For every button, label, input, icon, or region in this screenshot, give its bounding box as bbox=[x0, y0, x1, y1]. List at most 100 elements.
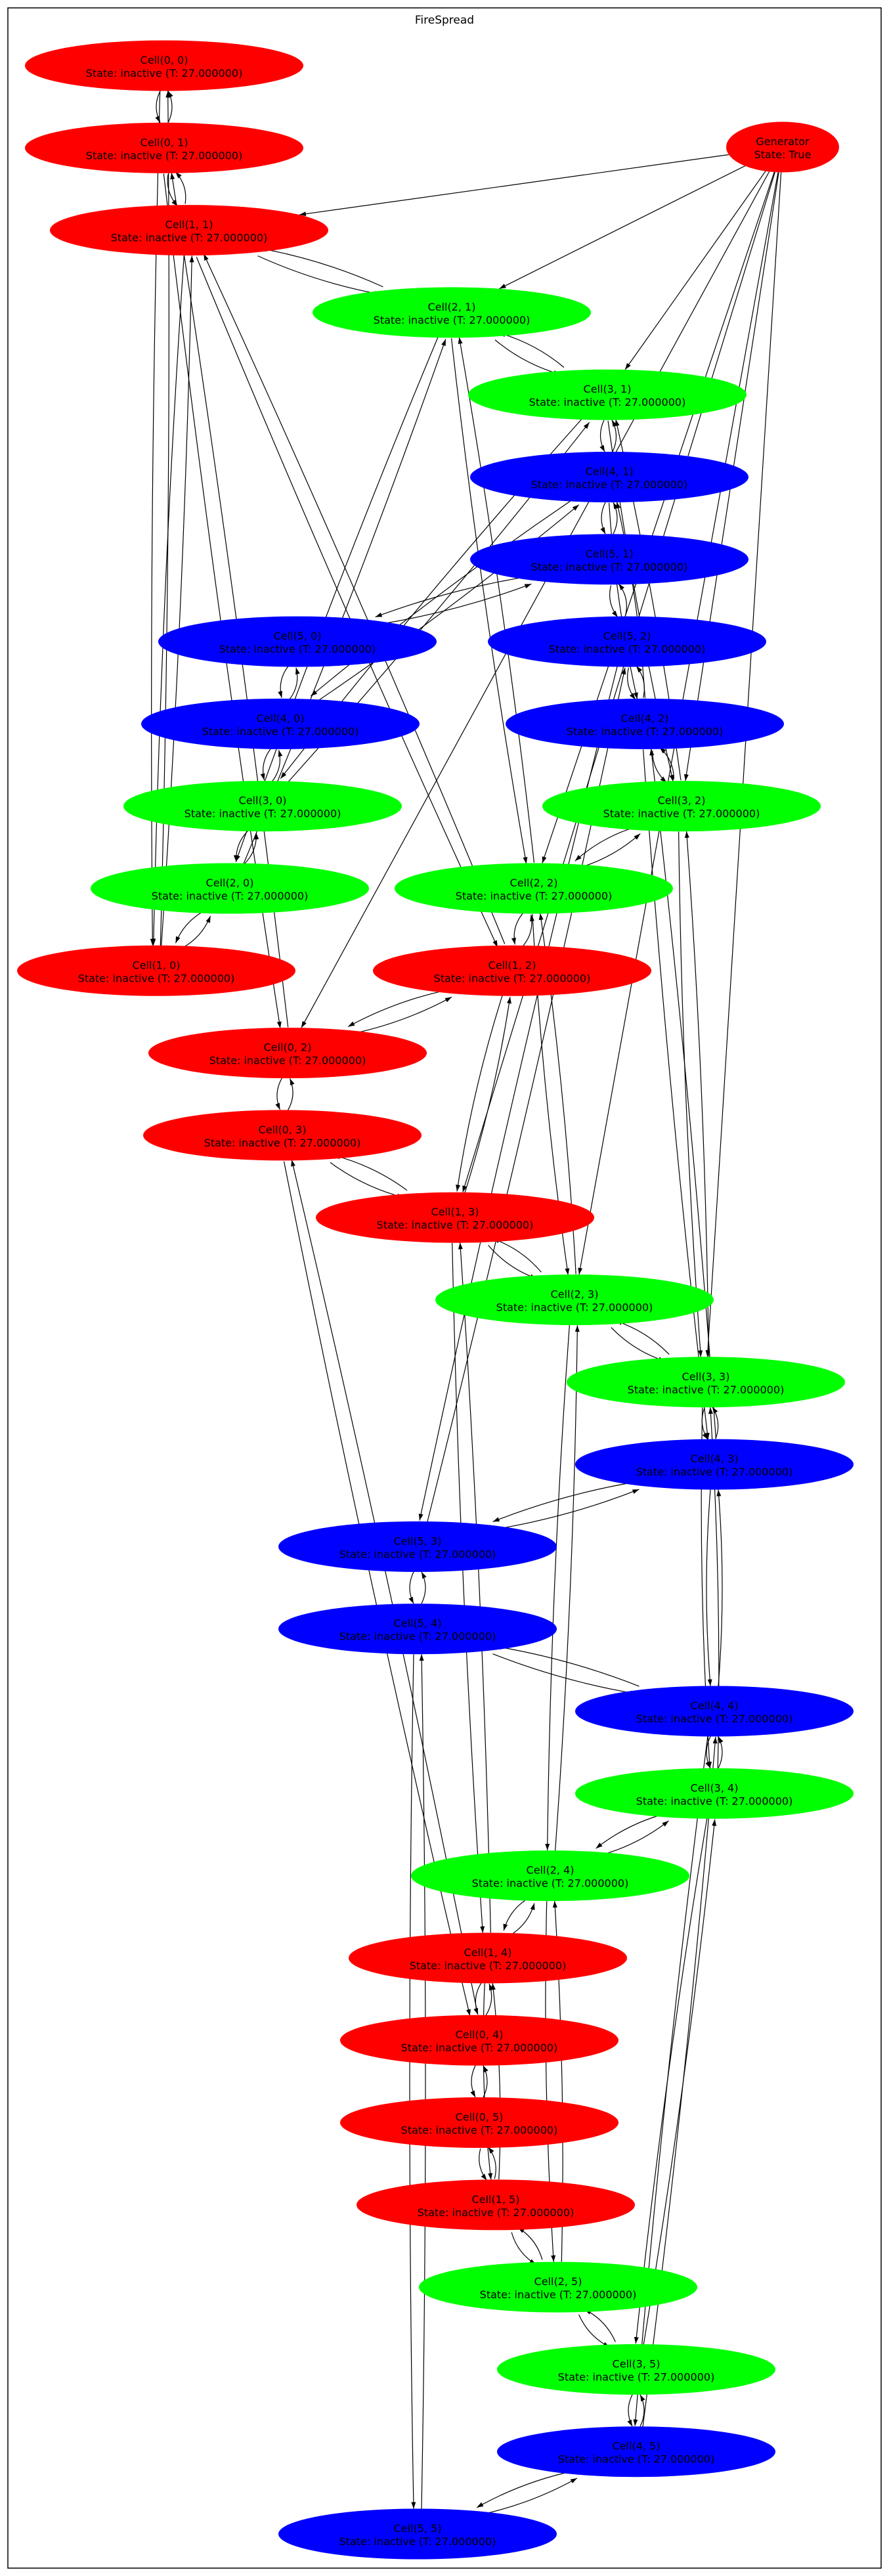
node-cell-5-4[interactable]: Cell(5, 4)State: inactive (T: 27.000000) bbox=[278, 1604, 557, 1655]
node-cell-3-3[interactable]: Cell(3, 3)State: inactive (T: 27.000000) bbox=[567, 1357, 845, 1408]
node-cell-1-0[interactable]: Cell(1, 0)State: inactive (T: 27.000000) bbox=[17, 945, 295, 996]
node-ellipse bbox=[575, 1686, 854, 1737]
node-cell-2-0[interactable]: Cell(2, 0)State: inactive (T: 27.000000) bbox=[91, 863, 369, 914]
node-cell-1-4[interactable]: Cell(1, 4)State: inactive (T: 27.000000) bbox=[349, 1932, 627, 1984]
node-label: Cell(0, 1) bbox=[141, 136, 188, 148]
node-ellipse bbox=[575, 1439, 854, 1490]
edge-c21-to-c22 bbox=[450, 338, 528, 864]
node-label: Cell(3, 3) bbox=[682, 1370, 730, 1383]
node-cell-4-2[interactable]: Cell(4, 2)State: inactive (T: 27.000000) bbox=[506, 698, 784, 749]
node-label: Cell(1, 4) bbox=[464, 1946, 512, 1959]
node-state: State: inactive (T: 27.000000) bbox=[636, 1713, 793, 1725]
edge-c42-to-c32 bbox=[652, 751, 667, 783]
node-ellipse bbox=[141, 698, 420, 749]
node-cell-3-0[interactable]: Cell(3, 0)State: inactive (T: 27.000000) bbox=[123, 781, 402, 832]
node-cell-0-3[interactable]: Cell(0, 3)State: inactive (T: 27.000000) bbox=[143, 1110, 422, 1161]
node-cell-4-0[interactable]: Cell(4, 0)State: inactive (T: 27.000000) bbox=[141, 698, 420, 749]
edge-c41-to-c31 bbox=[611, 420, 617, 452]
node-cell-3-4[interactable]: Cell(3, 4)State: inactive (T: 27.000000) bbox=[575, 1768, 854, 1819]
edge-c52-to-c42 bbox=[627, 667, 636, 700]
edge-c35-to-c45 bbox=[627, 2394, 633, 2427]
node-label: Cell(0, 5) bbox=[456, 2111, 504, 2124]
node-state: State: inactive (T: 27.000000) bbox=[628, 1384, 785, 1396]
edge-c13-to-c23 bbox=[488, 1244, 537, 1279]
node-ellipse bbox=[278, 1521, 557, 1572]
edge-c24-to-c23 bbox=[555, 1325, 580, 1851]
node-cell-5-5[interactable]: Cell(5, 5)State: inactive (T: 27.000000) bbox=[278, 2508, 557, 2560]
node-cell-1-2[interactable]: Cell(1, 2)State: inactive (T: 27.000000) bbox=[373, 945, 651, 996]
node-cell-2-4[interactable]: Cell(2, 4)State: inactive (T: 27.000000) bbox=[411, 1850, 689, 1902]
node-ellipse bbox=[411, 1850, 689, 1902]
node-state: State: inactive (T: 27.000000) bbox=[558, 2453, 715, 2466]
edge-generator-to-c22 bbox=[542, 171, 775, 863]
node-ellipse bbox=[497, 2426, 775, 2478]
node-cell-0-4[interactable]: Cell(0, 4)State: inactive (T: 27.000000) bbox=[340, 2015, 618, 2066]
node-state: State: inactive (T: 27.000000) bbox=[111, 232, 268, 244]
node-label: Generator bbox=[756, 135, 810, 148]
node-cell-1-3[interactable]: Cell(1, 3)State: inactive (T: 27.000000) bbox=[316, 1192, 594, 1243]
edge-c33-to-c32 bbox=[684, 831, 709, 1357]
edge-c54-to-c44 bbox=[492, 1653, 638, 1695]
node-label: Cell(1, 5) bbox=[472, 2193, 520, 2206]
node-cell-0-1[interactable]: Cell(0, 1)State: inactive (T: 27.000000) bbox=[25, 122, 303, 173]
node-cell-3-5[interactable]: Cell(3, 5)State: inactive (T: 27.000000) bbox=[497, 2344, 775, 2395]
node-cell-3-2[interactable]: Cell(3, 2)State: inactive (T: 27.000000) bbox=[542, 781, 821, 832]
node-label: Cell(0, 0) bbox=[141, 54, 188, 66]
node-ellipse bbox=[316, 1192, 594, 1243]
edge-c12-to-c13 bbox=[456, 995, 503, 1192]
node-cell-5-3[interactable]: Cell(5, 3)State: inactive (T: 27.000000) bbox=[278, 1521, 557, 1572]
node-cell-0-0[interactable]: Cell(0, 0)State: inactive (T: 27.000000) bbox=[25, 40, 303, 91]
node-cell-4-3[interactable]: Cell(4, 3)State: inactive (T: 27.000000) bbox=[575, 1439, 854, 1490]
edge-c43-to-c53 bbox=[492, 1481, 638, 1522]
edge-c12-to-c02 bbox=[347, 989, 449, 1027]
node-state: State: inactive (T: 27.000000) bbox=[531, 479, 688, 491]
node-cell-2-2[interactable]: Cell(2, 2)State: inactive (T: 27.000000) bbox=[395, 863, 673, 914]
node-cell-4-1[interactable]: Cell(4, 1)State: inactive (T: 27.000000) bbox=[470, 452, 748, 502]
node-state: State: inactive (T: 27.000000) bbox=[496, 1301, 653, 1314]
node-cell-2-1[interactable]: Cell(2, 1)State: inactive (T: 27.000000) bbox=[313, 287, 591, 338]
node-cell-1-1[interactable]: Cell(1, 1)State: inactive (T: 27.000000) bbox=[50, 205, 328, 256]
edge-c20-to-c30 bbox=[243, 833, 259, 865]
edge-c11-to-c12 bbox=[196, 257, 498, 948]
edge-c14-to-c13 bbox=[458, 1242, 491, 1933]
edge-generator-to-c31 bbox=[624, 171, 766, 370]
edge-c42-to-c52 bbox=[636, 665, 645, 698]
node-label: Cell(0, 4) bbox=[456, 2028, 504, 2041]
edge-generator-to-c33 bbox=[705, 172, 782, 1357]
node-label: Cell(5, 1) bbox=[586, 548, 634, 560]
node-ellipse bbox=[435, 1275, 714, 1325]
node-cell-5-2[interactable]: Cell(5, 2)State: inactive (T: 27.000000) bbox=[488, 616, 766, 667]
edge-c50-to-c40 bbox=[278, 665, 289, 698]
node-cell-0-2[interactable]: Cell(0, 2)State: inactive (T: 27.000000) bbox=[148, 1028, 427, 1079]
edge-c51-to-c41 bbox=[613, 502, 618, 535]
node-cell-5-0[interactable]: Cell(5, 0)State: inactive (T: 27.000000) bbox=[158, 616, 437, 667]
node-ellipse bbox=[313, 287, 591, 338]
node-cell-4-4[interactable]: Cell(4, 4)State: inactive (T: 27.000000) bbox=[575, 1686, 854, 1737]
edge-c51-to-c50 bbox=[375, 576, 530, 618]
cluster-border bbox=[7, 7, 882, 2569]
node-label: Cell(4, 4) bbox=[691, 1699, 739, 1712]
node-label: Cell(5, 3) bbox=[394, 1535, 442, 1547]
node-label: Cell(2, 0) bbox=[206, 877, 254, 889]
node-cell-2-5[interactable]: Cell(2, 5)State: inactive (T: 27.000000) bbox=[419, 2261, 697, 2313]
node-state: State: inactive (T: 27.000000) bbox=[204, 1137, 361, 1149]
node-cell-4-5[interactable]: Cell(4, 5)State: inactive (T: 27.000000) bbox=[497, 2426, 775, 2478]
node-cell-5-1[interactable]: Cell(5, 1)State: inactive (T: 27.000000) bbox=[470, 534, 748, 585]
node-cell-2-3[interactable]: Cell(2, 3)State: inactive (T: 27.000000) bbox=[435, 1275, 714, 1325]
edge-c50-to-c51 bbox=[377, 583, 532, 625]
node-ellipse bbox=[419, 2261, 697, 2313]
edge-c32-to-c33 bbox=[678, 831, 703, 1357]
node-cell-0-5[interactable]: Cell(0, 5)State: inactive (T: 27.000000) bbox=[340, 2097, 618, 2148]
node-label: Cell(4, 1) bbox=[586, 466, 634, 478]
node-state: State: inactive (T: 27.000000) bbox=[558, 2370, 715, 2383]
edge-c41-to-c40 bbox=[310, 498, 575, 697]
edge-c13-to-c14 bbox=[452, 1242, 485, 1933]
edge-c13-to-c12 bbox=[464, 997, 511, 1194]
node-cell-3-1[interactable]: Cell(3, 1)State: inactive (T: 27.000000) bbox=[468, 369, 747, 420]
edge-c15-to-c05 bbox=[488, 2147, 496, 2179]
node-state: State: inactive (T: 27.000000) bbox=[549, 643, 706, 655]
node-state: State: inactive (T: 27.000000) bbox=[603, 808, 760, 820]
edge-c44-to-c45 bbox=[633, 1736, 708, 2426]
node-cell-1-5[interactable]: Cell(1, 5)State: inactive (T: 27.000000) bbox=[357, 2179, 635, 2231]
